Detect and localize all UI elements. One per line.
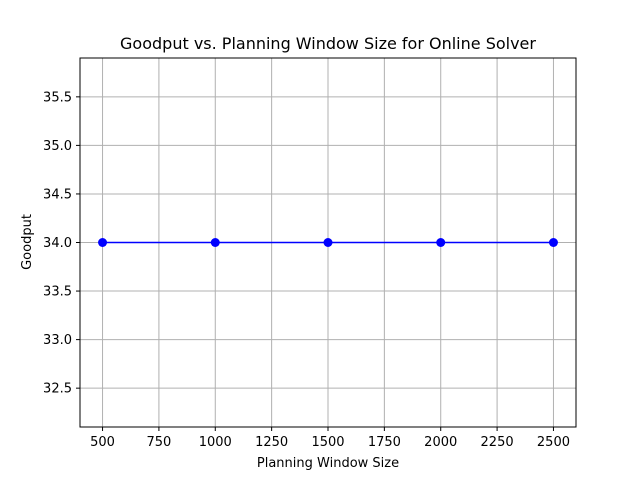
y-tick-label: 34.0 (43, 236, 72, 251)
series-layer (98, 238, 558, 247)
x-axis-label: Planning Window Size (257, 456, 399, 471)
x-axis-ticks: 500 750 1000 1250 1500 1750 2000 2250 2500 (90, 427, 570, 450)
y-tick-label: 35.5 (43, 90, 72, 105)
x-tick-label: 500 (90, 435, 115, 450)
data-point (436, 238, 446, 247)
y-tick-label: 35.0 (43, 139, 72, 154)
data-point (98, 238, 108, 247)
y-tick-label: 33.0 (43, 333, 72, 348)
y-axis-label: Goodput (20, 214, 35, 270)
x-tick-label: 2250 (481, 435, 514, 450)
y-tick-label: 34.5 (43, 187, 72, 202)
y-axis-ticks: 32.5 33.0 33.5 34.0 34.5 35.0 35.5 (43, 90, 80, 397)
y-tick-label: 33.5 (43, 285, 72, 300)
x-tick-label: 750 (146, 435, 171, 450)
x-tick-label: 1750 (368, 435, 401, 450)
x-tick-label: 1250 (255, 435, 288, 450)
x-tick-label: 1000 (199, 435, 232, 450)
y-tick-label: 32.5 (43, 382, 72, 397)
x-tick-label: 2500 (537, 435, 570, 450)
x-tick-label: 1500 (311, 435, 344, 450)
data-point (210, 238, 220, 247)
x-tick-label: 2000 (424, 435, 457, 450)
data-point (323, 238, 333, 247)
chart-title: Goodput vs. Planning Window Size for Onl… (120, 34, 536, 53)
data-point (548, 238, 558, 247)
